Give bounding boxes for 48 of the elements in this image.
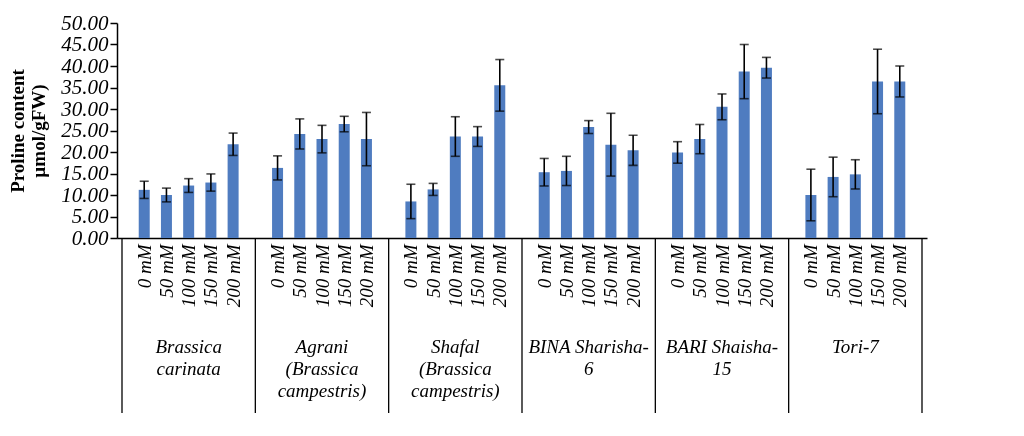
x-tick-label: 0 mM (667, 243, 689, 289)
y-tick-label: 35.00 (60, 75, 109, 99)
x-tick-label: 50 mM (822, 243, 844, 298)
x-tick-label: 50 mM (555, 243, 577, 298)
y-axis-title: Proline content µmol/gFW) (7, 68, 51, 193)
x-tick-label: 0 mM (400, 243, 422, 289)
x-tick-label: 0 mM (533, 243, 555, 289)
x-tick-label: 0 mM (800, 243, 822, 289)
x-tick-label: 100 mM (311, 243, 333, 308)
x-tick-label: 150 mM (733, 243, 755, 308)
x-tick-label: 150 mM (333, 243, 355, 308)
x-tick-label: 100 mM (844, 243, 866, 308)
y-tick-label: 20.00 (61, 139, 109, 164)
text: BARI Shaisha-15 (665, 336, 779, 379)
x-tick-label: 200 mM (755, 243, 777, 308)
y-tick-label: 15.00 (61, 161, 109, 185)
text: BINA Sharisha-6 (528, 336, 649, 379)
x-tick-label: 200 mM (355, 243, 377, 308)
y-tick-label: 25.00 (61, 118, 109, 142)
x-tick-label: 100 mM (178, 243, 200, 308)
x-tick-label: 200 mM (489, 243, 511, 308)
x-tick-label: 50 mM (289, 243, 311, 298)
text: Tori-7 (831, 336, 881, 357)
x-tick-label: 100 mM (444, 243, 466, 308)
y-tick-label: 10.00 (61, 182, 109, 207)
text: Shafal (Brassica campestris) (411, 336, 500, 402)
text: Agrani (Brassica campestris) (277, 336, 367, 402)
y-tick-label: 5.00 (71, 204, 109, 228)
x-tick-label: 150 mM (467, 243, 489, 308)
x-tick-label: 200 mM (222, 243, 244, 308)
y-tick-label: 50.00 (61, 10, 109, 35)
x-tick-label: 150 mM (600, 243, 622, 308)
x-tick-label: 0 mM (267, 243, 289, 289)
x-tick-label: 200 mM (622, 243, 644, 308)
x-tick-label: 0 mM (133, 243, 155, 289)
x-tick-label: 50 mM (422, 243, 444, 298)
x-tick-label: 100 mM (711, 243, 733, 308)
y-tick-label: 0.00 (71, 225, 109, 250)
y-tick-label: 30.00 (60, 96, 109, 121)
x-tick-label: 50 mM (689, 243, 711, 298)
x-tick-label: 200 mM (889, 243, 911, 308)
x-tick-label: 50 mM (155, 243, 177, 298)
x-tick-label: 150 mM (200, 243, 222, 308)
text: Brassica carinata (155, 336, 222, 379)
x-tick-label: 100 mM (578, 243, 600, 308)
y-tick-label: 40.00 (61, 53, 109, 78)
y-tick-label: 45.00 (61, 32, 109, 56)
x-tick-label: 150 mM (867, 243, 889, 308)
